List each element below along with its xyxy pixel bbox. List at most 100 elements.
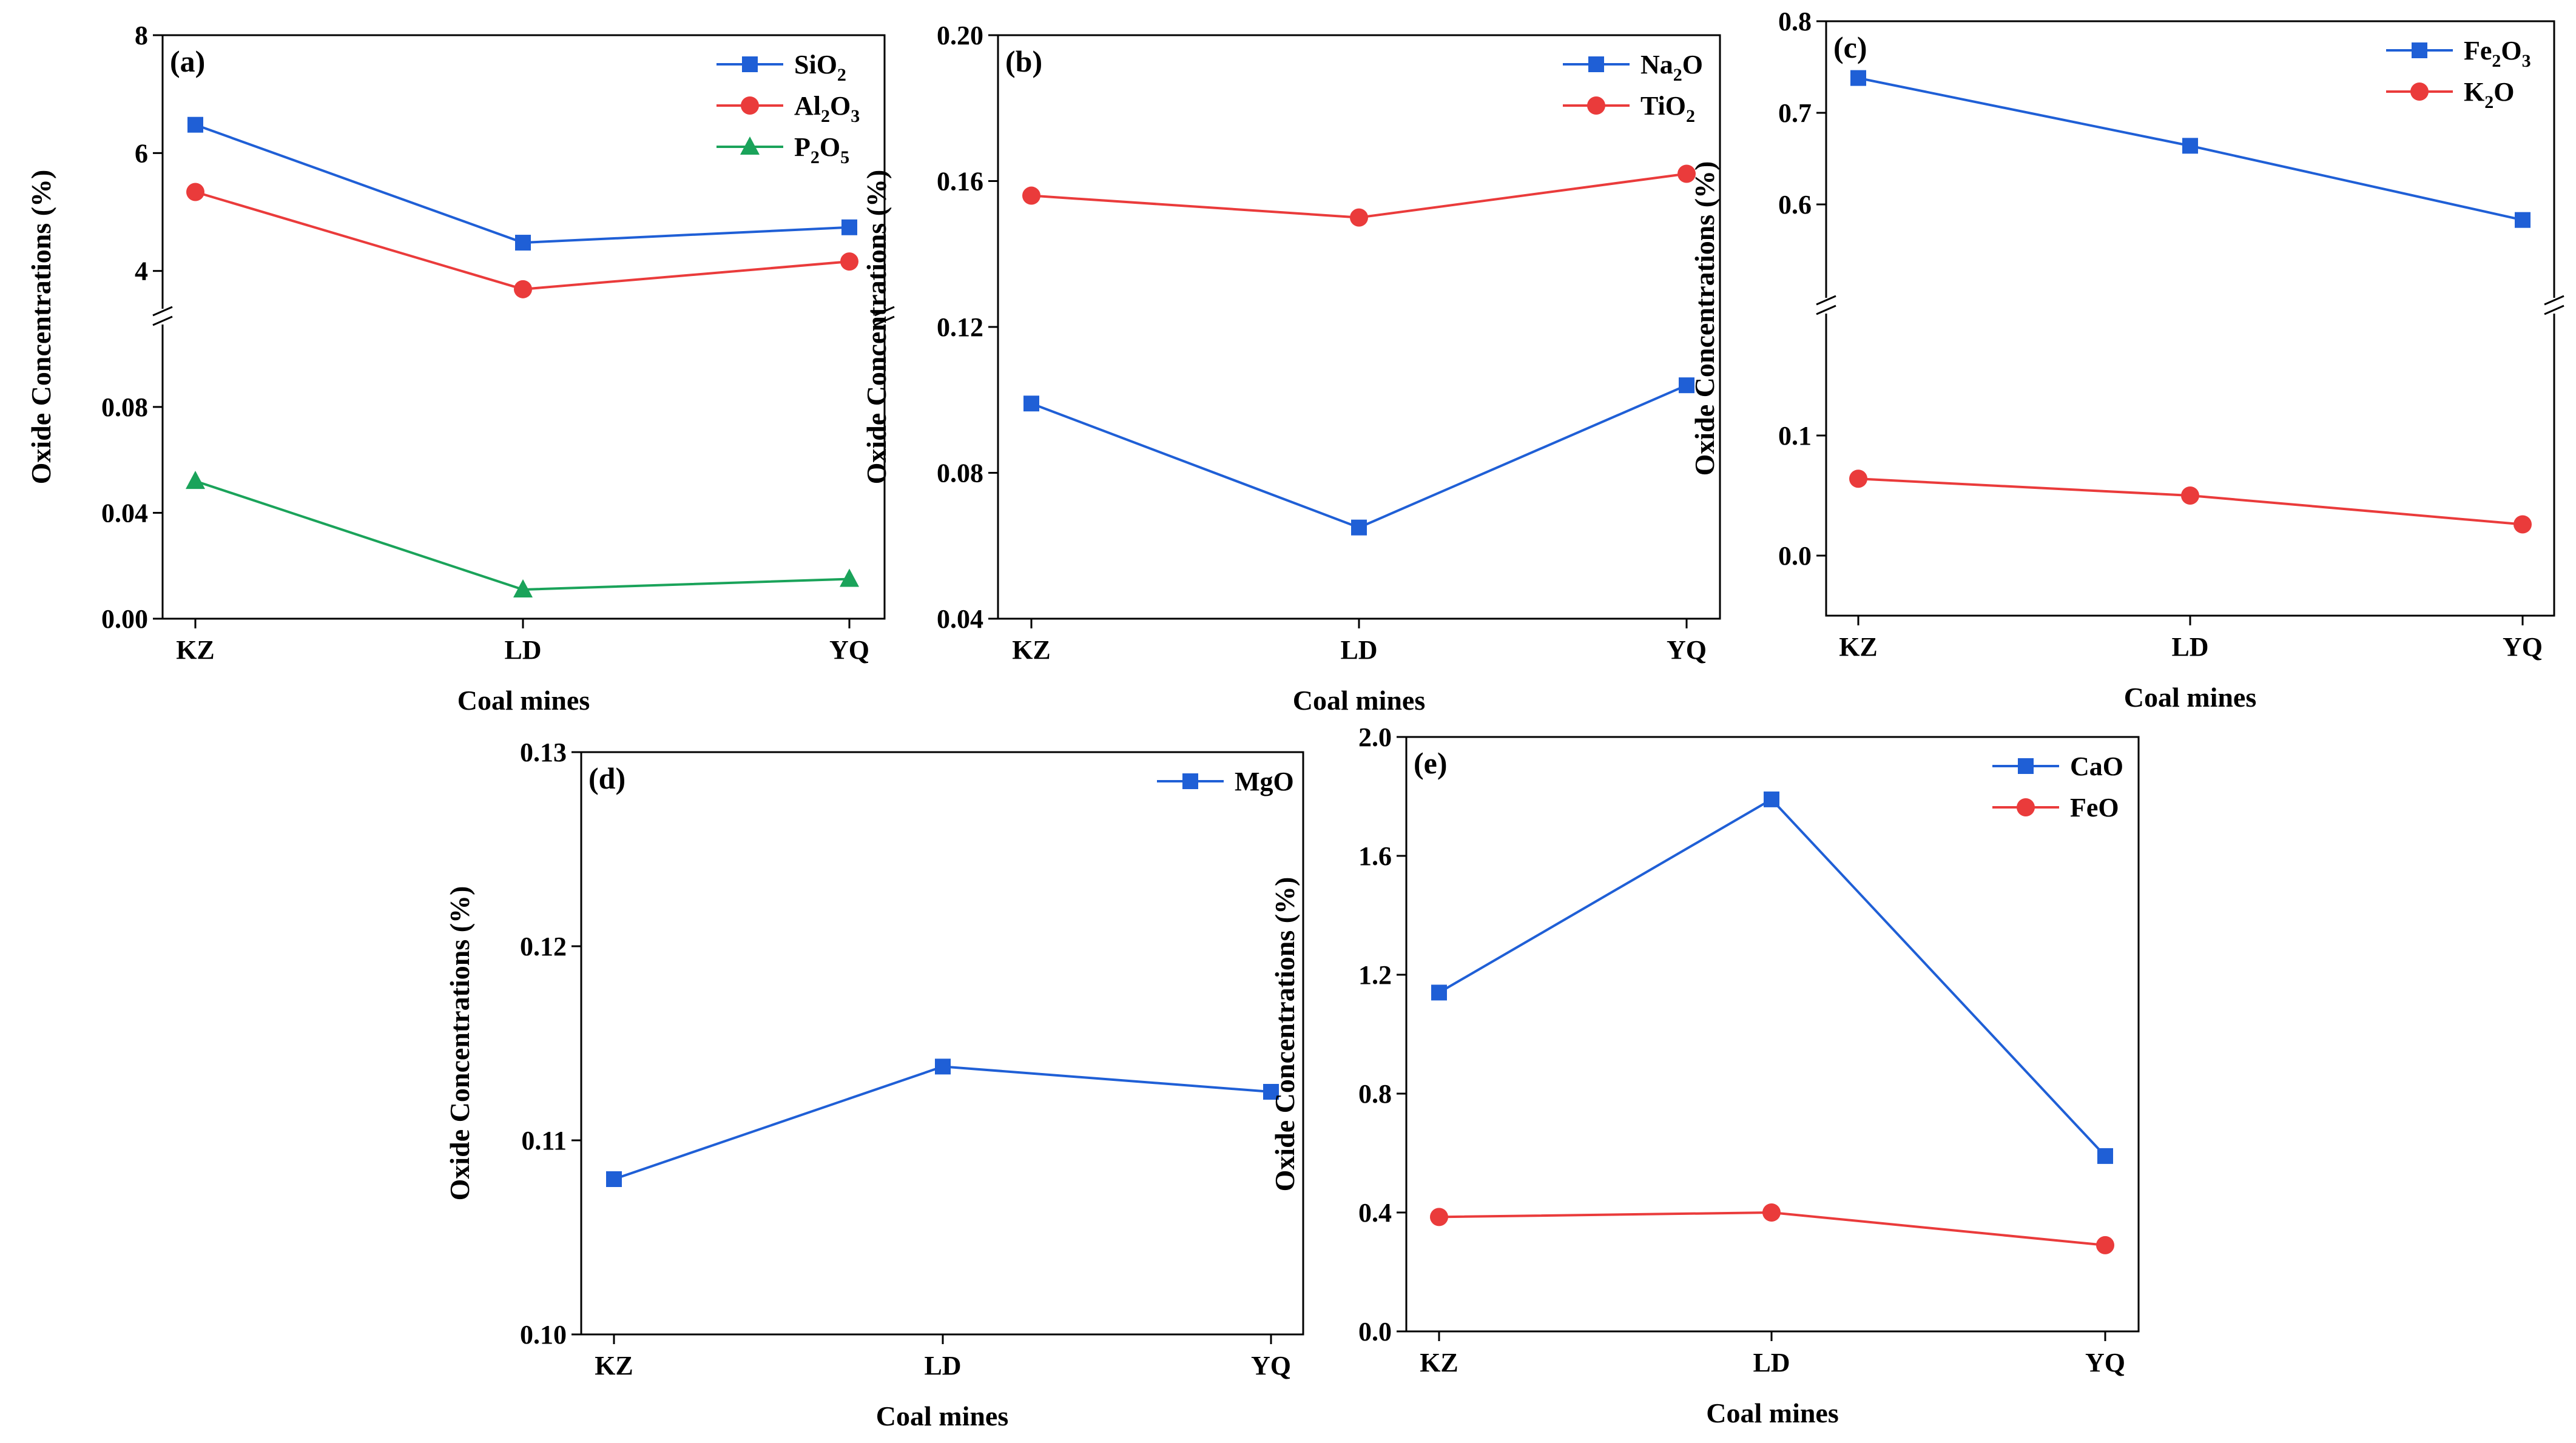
data-point (1431, 984, 1447, 1001)
data-point (1764, 791, 1779, 807)
legend-label: SiO2 (794, 50, 846, 85)
data-point (606, 1171, 622, 1187)
legend-label: Na2O (1640, 50, 1703, 85)
x-axis-title: Coal mines (2124, 682, 2257, 713)
data-point (2514, 515, 2532, 534)
legend-marker (740, 136, 760, 155)
series-MgO (606, 1058, 1279, 1187)
axis-break-mark (874, 306, 895, 317)
series-line (1438, 798, 2106, 1157)
y-tick-label: 1.6 (1358, 841, 1392, 871)
data-point (840, 568, 859, 587)
plot-frame (1825, 20, 2555, 617)
plot-frame (1405, 736, 2140, 1333)
data-point (1430, 1208, 1448, 1226)
panel-b: 0.04 0.08 0.12 0.16 0.20 KZ LD YQ Coal mines Oxid… (861, 21, 1721, 716)
x-tick-label: KZ (176, 635, 215, 665)
data-point (1351, 519, 1367, 536)
data-point (2097, 1148, 2113, 1164)
data-point (1849, 469, 1867, 488)
axis-break-mark (152, 315, 173, 326)
data-point (186, 471, 205, 489)
y-tick-label: 0.4 (1358, 1198, 1392, 1228)
y-tick-label: 0.00 (101, 604, 148, 634)
data-point (841, 219, 857, 235)
data-point (1850, 70, 1866, 86)
x-tick-label: YQ (1251, 1351, 1291, 1381)
data-point (514, 280, 532, 298)
data-point (1679, 377, 1694, 394)
series-line (1031, 384, 1687, 529)
legend: SiO2 Al2O3 P2O5 (716, 50, 860, 167)
axis-break-mark (2544, 304, 2564, 315)
x-tick-label: KZ (595, 1351, 633, 1381)
legend: Fe2O3 K2O (2386, 36, 2531, 112)
series-CaO (1431, 791, 2113, 1164)
legend-label: FeO (2070, 793, 2119, 822)
data-point (515, 235, 531, 251)
panel-label: (b) (1005, 44, 1042, 78)
legend-label: P2O5 (794, 132, 849, 167)
data-point (513, 579, 533, 597)
panel-e: 0.0 0.4 0.8 1.2 1.6 2.0 KZ LD YQ Coal mines Oxide … (1269, 722, 2140, 1428)
series-Na2O (1023, 377, 1694, 536)
data-point (1762, 1203, 1781, 1222)
legend-item-TiO2: TiO2 (1563, 91, 1695, 126)
x-tick-label: KZ (1420, 1348, 1458, 1377)
series-SiO2 (187, 116, 857, 251)
data-point (2182, 138, 2198, 154)
y-tick-label: 0.04 (937, 604, 983, 634)
plot-frame (580, 751, 1304, 1336)
axis-break-mark (2544, 295, 2564, 306)
y-tick-label: 0.16 (937, 167, 983, 197)
panel-label: (e) (1414, 746, 1448, 780)
series-TiO2 (1022, 164, 1696, 227)
series-P2O5 (186, 471, 859, 597)
legend-marker (1588, 56, 1604, 72)
legend-item-Na2O: Na2O (1563, 50, 1703, 85)
series-FeO (1430, 1203, 2114, 1254)
data-point (2181, 486, 2199, 505)
x-tick-label: KZ (1012, 635, 1051, 665)
series-line (195, 480, 850, 591)
panel-a: 0.00 0.04 0.08 4 6 8 KZ LD YQ Coal mines Oxide Con… (25, 21, 895, 716)
x-axis-title: Coal mines (1706, 1398, 1839, 1428)
data-point (840, 252, 858, 271)
data-point (935, 1058, 951, 1075)
x-axis-title: Coal mines (876, 1401, 1009, 1431)
legend: Na2O TiO2 (1563, 50, 1703, 126)
data-point (1023, 395, 1039, 412)
legend-label: CaO (2070, 752, 2123, 781)
y-tick-label: 0.1 (1778, 421, 1812, 451)
series-line (613, 1065, 1272, 1180)
axis-break-mark (1816, 295, 1836, 306)
legend-marker (2412, 42, 2427, 58)
legend-label: Al2O3 (794, 91, 860, 126)
axis-break-mark (1816, 304, 1836, 315)
data-point (187, 116, 203, 133)
y-axis-title: Oxide Concentrations (%) (444, 886, 475, 1201)
y-tick-label: 0.10 (520, 1320, 567, 1350)
legend-marker (2018, 758, 2034, 774)
x-tick-label: YQ (2503, 632, 2543, 662)
legend-marker (1587, 96, 1605, 115)
x-axis-title: Coal mines (1293, 685, 1426, 716)
legend-marker (1182, 773, 1198, 789)
panel-label: (c) (1833, 30, 1867, 64)
data-point (1263, 1084, 1279, 1100)
y-tick-label: 1.2 (1358, 960, 1392, 990)
x-tick-label: LD (2171, 632, 2208, 662)
y-axis-title: Oxide Concentrations (%) (1689, 161, 1720, 476)
y-axis-title: Oxide Concentrations (%) (861, 170, 892, 485)
y-axis-title: Oxide Concentrations (%) (1269, 877, 1300, 1192)
x-tick-label: KZ (1839, 632, 1878, 662)
x-tick-label: YQ (829, 635, 869, 665)
legend-label: K2O (2464, 77, 2514, 112)
y-tick-label: 8 (135, 21, 148, 50)
x-tick-label: LD (504, 635, 541, 665)
legend-item-MgO: MgO (1157, 767, 1294, 796)
legend-item-P2O5: P2O5 (716, 132, 849, 167)
legend-marker (741, 96, 759, 115)
y-axis-title: Oxide Concentrations (%) (25, 170, 56, 485)
